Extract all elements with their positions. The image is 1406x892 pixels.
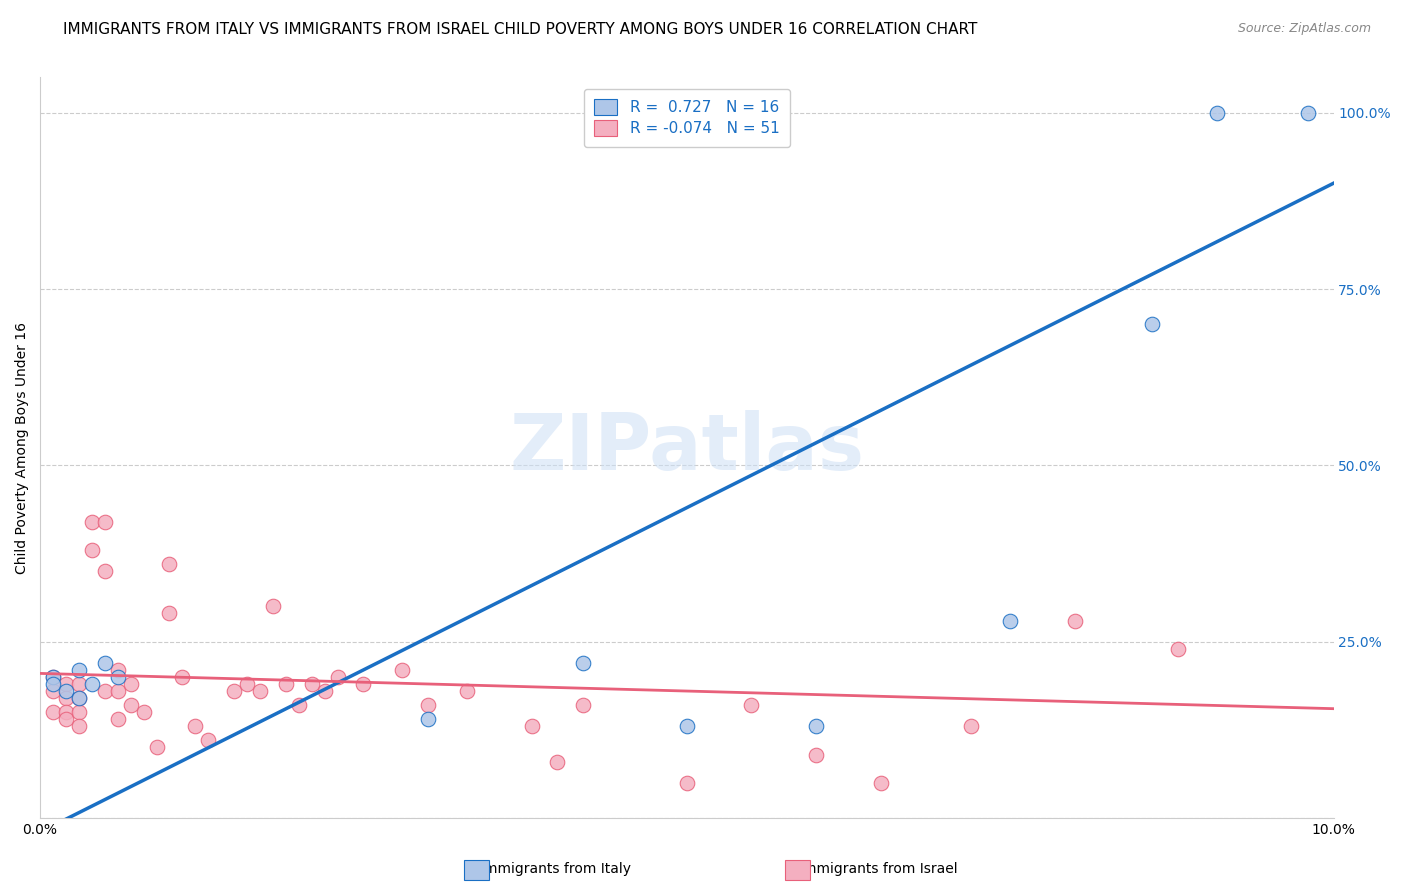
Point	[94, 656, 117, 670]
Point	[236, 677, 259, 691]
Point	[55, 705, 77, 719]
Text: Immigrants from Israel: Immigrants from Israel	[800, 862, 957, 876]
Point	[159, 557, 181, 571]
Point	[960, 719, 983, 733]
Point	[42, 684, 65, 698]
Point	[572, 656, 595, 670]
Point	[197, 733, 219, 747]
Point	[675, 776, 697, 790]
Point	[572, 698, 595, 713]
Point	[94, 684, 117, 698]
Point	[418, 698, 440, 713]
Point	[42, 677, 65, 691]
Point	[274, 677, 297, 691]
Point	[107, 712, 129, 726]
Point	[288, 698, 311, 713]
Point	[998, 614, 1021, 628]
Point	[80, 515, 103, 529]
Point	[55, 684, 77, 698]
Point	[55, 677, 77, 691]
Point	[1167, 641, 1189, 656]
Point	[67, 663, 90, 677]
Point	[94, 515, 117, 529]
Text: Immigrants from Italy: Immigrants from Italy	[479, 862, 631, 876]
Text: IMMIGRANTS FROM ITALY VS IMMIGRANTS FROM ISRAEL CHILD POVERTY AMONG BOYS UNDER 1: IMMIGRANTS FROM ITALY VS IMMIGRANTS FROM…	[63, 22, 977, 37]
Y-axis label: Child Poverty Among Boys Under 16: Child Poverty Among Boys Under 16	[15, 322, 30, 574]
Point	[326, 670, 349, 684]
Point	[80, 543, 103, 558]
Point	[391, 663, 413, 677]
Point	[55, 691, 77, 706]
Point	[804, 747, 827, 762]
Point	[67, 691, 90, 706]
Point	[353, 677, 375, 691]
Point	[107, 684, 129, 698]
Point	[67, 705, 90, 719]
Point	[184, 719, 207, 733]
Point	[1206, 105, 1229, 120]
Point	[132, 705, 155, 719]
Point	[546, 755, 568, 769]
Legend: R =  0.727   N = 16, R = -0.074   N = 51: R = 0.727 N = 16, R = -0.074 N = 51	[583, 89, 790, 146]
Point	[1063, 614, 1085, 628]
Point	[418, 712, 440, 726]
Point	[67, 677, 90, 691]
Point	[804, 719, 827, 733]
Point	[120, 677, 142, 691]
Point	[262, 599, 284, 614]
Point	[120, 698, 142, 713]
Point	[159, 607, 181, 621]
Point	[145, 740, 167, 755]
Point	[42, 705, 65, 719]
Point	[249, 684, 271, 698]
Point	[55, 712, 77, 726]
Point	[520, 719, 543, 733]
Point	[42, 670, 65, 684]
Text: ZIPatlas: ZIPatlas	[509, 409, 865, 486]
Point	[80, 677, 103, 691]
Point	[67, 691, 90, 706]
Point	[314, 684, 336, 698]
Point	[67, 719, 90, 733]
Point	[869, 776, 891, 790]
Point	[224, 684, 246, 698]
Text: Source: ZipAtlas.com: Source: ZipAtlas.com	[1237, 22, 1371, 36]
Point	[1296, 105, 1319, 120]
Point	[740, 698, 762, 713]
Point	[675, 719, 697, 733]
Point	[172, 670, 194, 684]
Point	[107, 670, 129, 684]
Point	[94, 564, 117, 578]
Point	[301, 677, 323, 691]
Point	[107, 663, 129, 677]
Point	[1142, 318, 1164, 332]
Point	[42, 670, 65, 684]
Point	[456, 684, 478, 698]
